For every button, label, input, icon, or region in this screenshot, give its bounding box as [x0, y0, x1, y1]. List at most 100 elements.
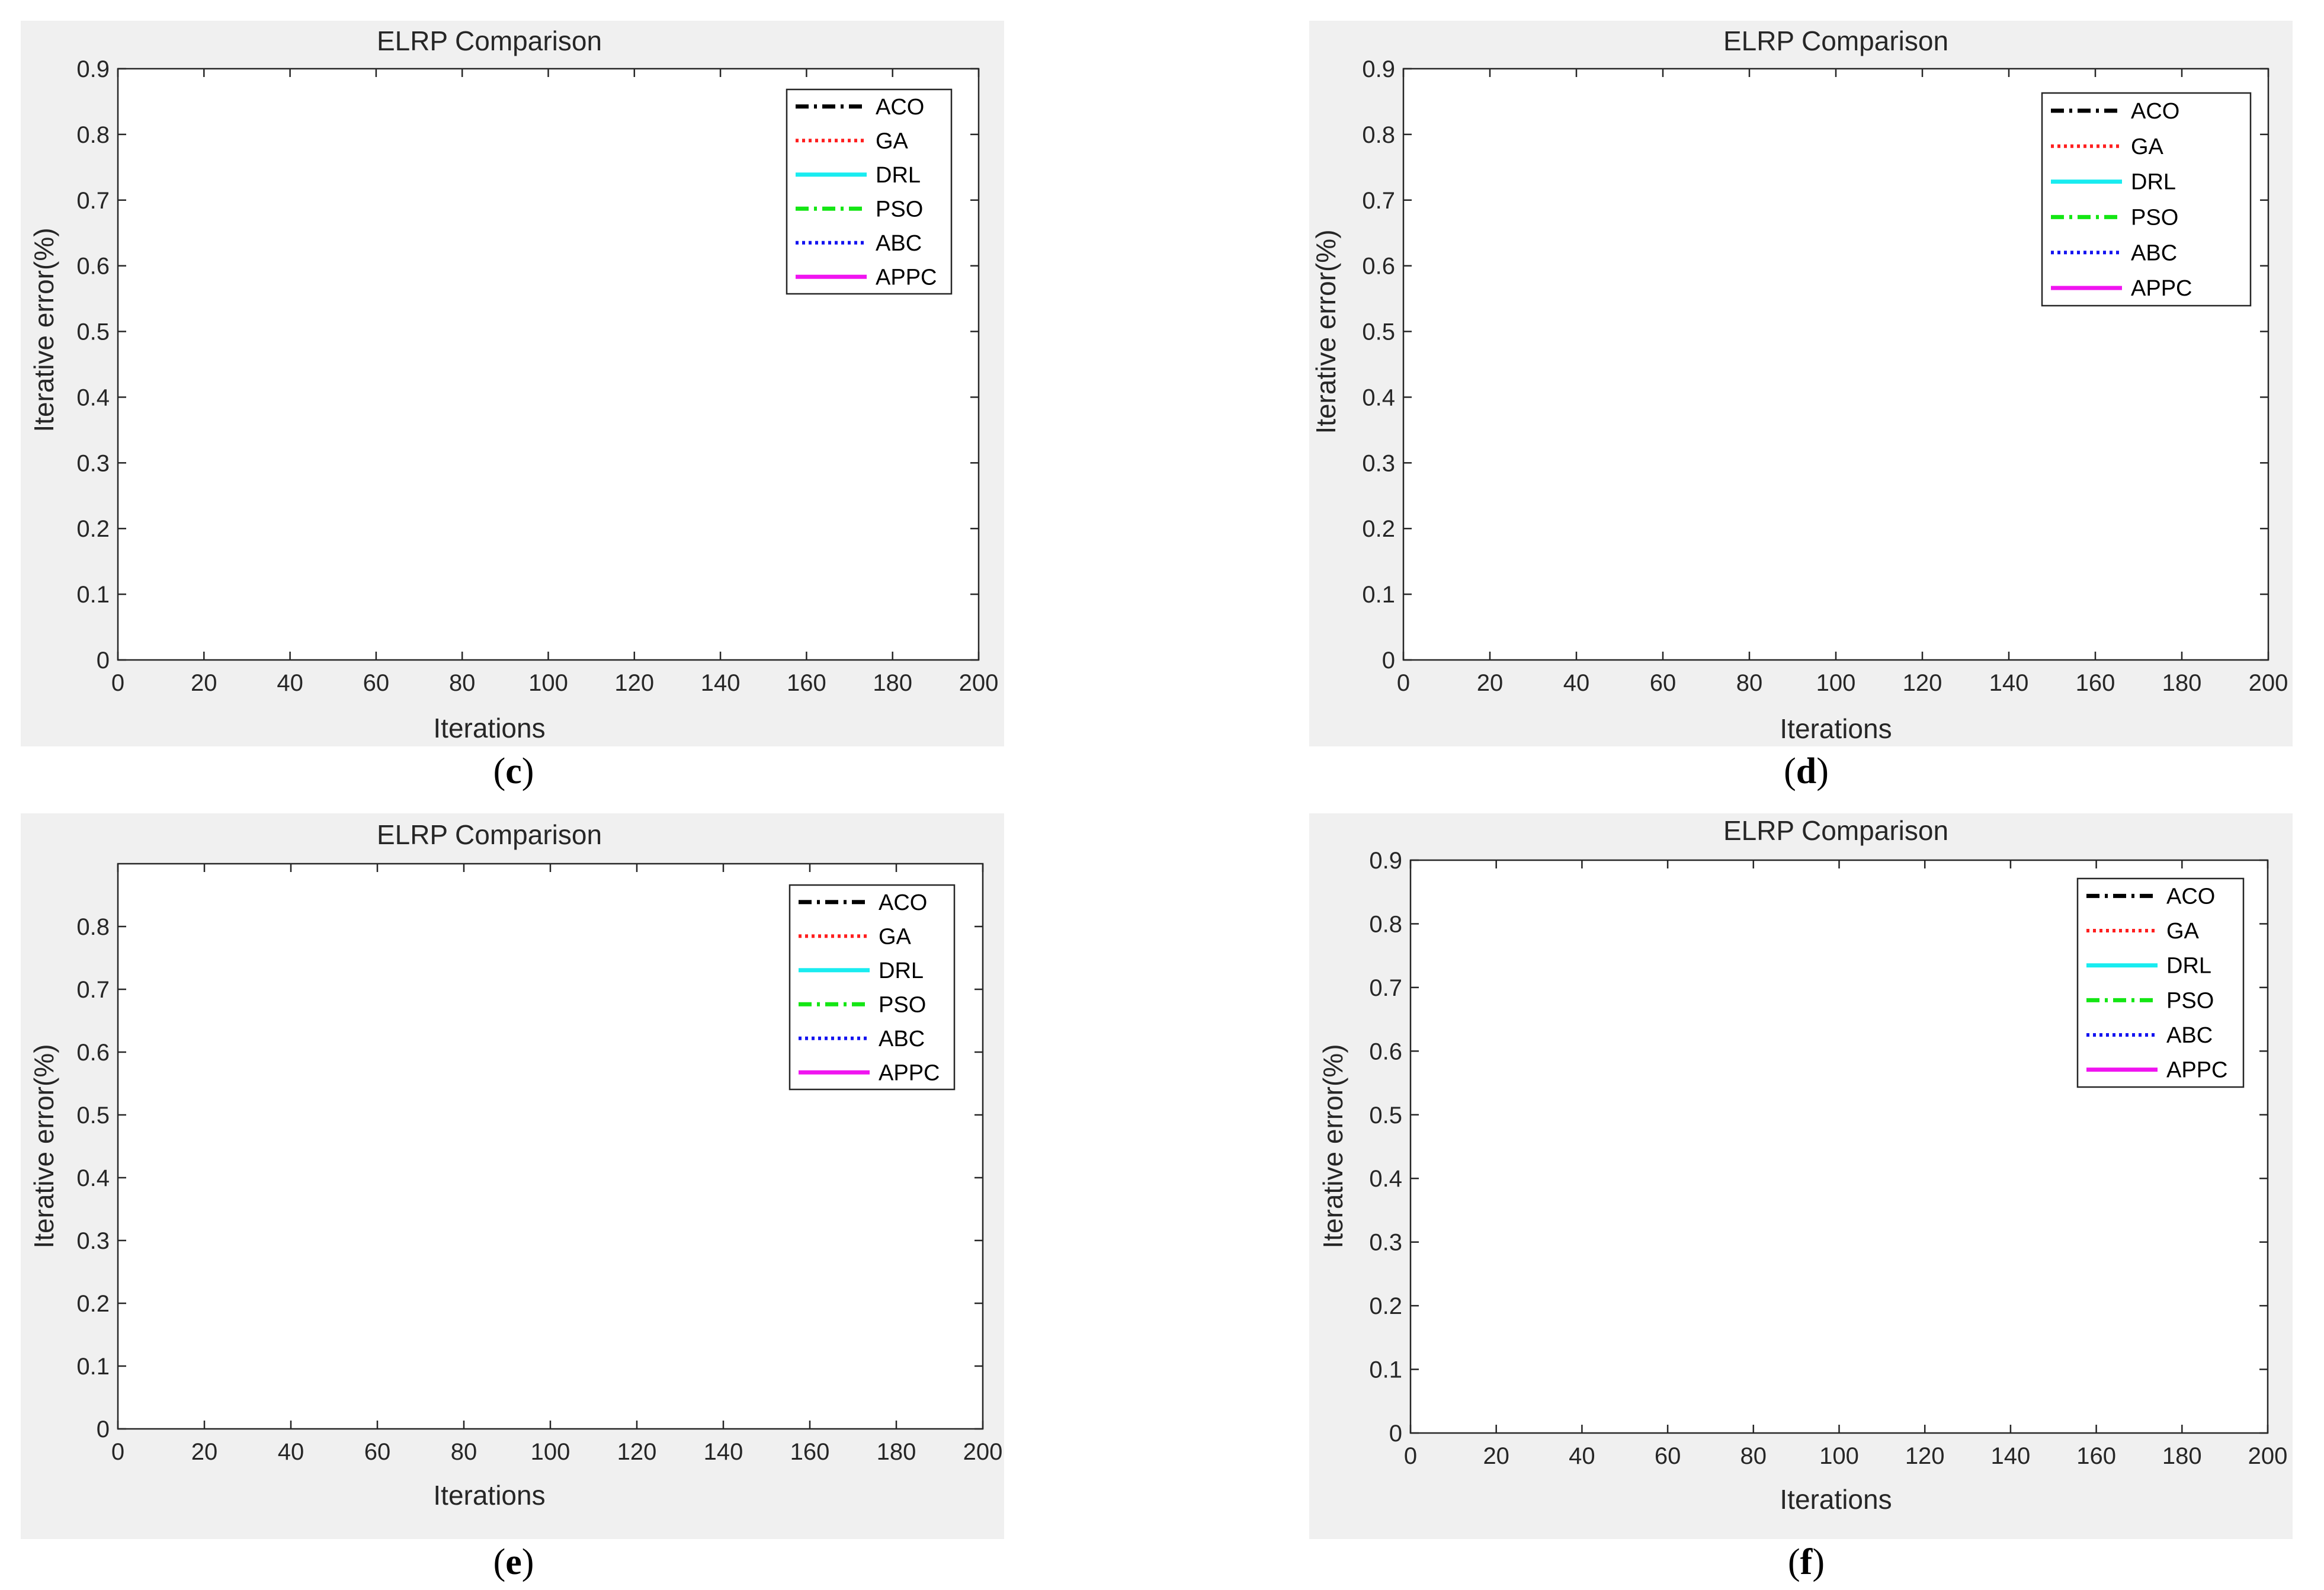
- legend-label-pso: PSO: [879, 992, 926, 1017]
- y-tick-label: 0.7: [76, 188, 110, 214]
- subfigure-letter: c: [505, 751, 522, 791]
- x-tick-label: 140: [704, 1439, 743, 1465]
- chart-panel-d: 0 20 40 60 80 100 120 140 160 180 200 0 0.1 0.2 0.3 0.4…: [1309, 21, 2293, 791]
- legend-label-aco: ACO: [2166, 884, 2215, 909]
- legend-box: [2041, 92, 2252, 307]
- legend-label-abc: ABC: [2131, 241, 2177, 265]
- legend-label-ga: GA: [879, 924, 912, 949]
- legend-label-drl: DRL: [2131, 170, 2176, 195]
- chart-title: ELRP Comparison: [1723, 25, 1948, 56]
- x-tick-label: 120: [617, 1439, 657, 1465]
- x-tick-label: 60: [1655, 1443, 1681, 1469]
- x-tick-label: 100: [531, 1439, 570, 1465]
- legend-label-abc: ABC: [876, 231, 922, 256]
- x-tick-label: 0: [111, 1439, 124, 1465]
- subfigure-paren-close: ): [1816, 751, 1829, 791]
- x-tick-label: 20: [1483, 1443, 1509, 1469]
- y-tick-label: 0.3: [76, 450, 110, 476]
- y-tick-label: 0.5: [76, 1102, 110, 1129]
- x-tick-label: 180: [873, 670, 912, 696]
- x-tick-label: 60: [364, 1439, 391, 1465]
- subfigure-paren-open: (: [493, 1542, 506, 1582]
- legend-label-aco: ACO: [876, 95, 924, 120]
- y-tick-label: 0.4: [76, 384, 110, 411]
- legend-label-aco: ACO: [2131, 99, 2179, 124]
- x-tick-label: 80: [451, 1439, 477, 1465]
- x-tick-label: 60: [1650, 670, 1677, 696]
- y-tick-label: 0.3: [76, 1228, 110, 1254]
- chart-title: ELRP Comparison: [377, 819, 602, 850]
- legend-label-appc: APPC: [2166, 1058, 2227, 1083]
- x-tick-label: 160: [790, 1439, 830, 1465]
- y-tick-label: 0.6: [1369, 1038, 1402, 1065]
- x-tick-label: 200: [2249, 670, 2288, 696]
- y-tick-label: 0.2: [76, 516, 110, 542]
- subfigure-paren-close: ): [1812, 1542, 1825, 1582]
- y-tick-label: 0.7: [1362, 188, 1395, 214]
- chart-title: ELRP Comparison: [1723, 815, 1948, 846]
- y-tick-label: 0.5: [1362, 319, 1395, 345]
- x-axis-label: Iterations: [433, 1480, 545, 1511]
- x-tick-label: 180: [877, 1439, 916, 1465]
- x-tick-label: 120: [1905, 1443, 1945, 1469]
- x-tick-label: 160: [2076, 670, 2115, 696]
- x-tick-label: 160: [787, 670, 826, 696]
- x-tick-label: 100: [1816, 670, 1856, 696]
- y-tick-label: 0.4: [1369, 1166, 1402, 1192]
- y-tick-label: 0.9: [76, 56, 110, 82]
- x-tick-label: 20: [191, 670, 217, 696]
- subfigure-letter: d: [1796, 751, 1816, 791]
- x-tick-label: 0: [1404, 1443, 1417, 1469]
- legend-label-pso: PSO: [876, 197, 923, 222]
- y-tick-label: 0: [97, 647, 110, 674]
- legend-box: [788, 884, 956, 1091]
- legend-label-appc: APPC: [2131, 276, 2192, 301]
- y-tick-label: 0.6: [76, 1040, 110, 1066]
- x-tick-label: 180: [2162, 670, 2202, 696]
- x-tick-label: 120: [1903, 670, 1942, 696]
- subfigure-label: (c): [493, 751, 534, 791]
- y-tick-label: 0.8: [76, 122, 110, 148]
- y-tick-label: 0.8: [1369, 911, 1402, 937]
- legend-label-abc: ABC: [2166, 1023, 2213, 1048]
- x-tick-label: 200: [963, 1439, 1003, 1465]
- y-tick-label: 0.1: [76, 582, 110, 608]
- subfigure-label: (f): [1788, 1542, 1825, 1582]
- legend-box: [786, 88, 953, 295]
- x-tick-label: 0: [111, 670, 124, 696]
- y-tick-label: 0.9: [1369, 848, 1402, 874]
- x-tick-label: 80: [449, 670, 476, 696]
- x-tick-label: 140: [701, 670, 741, 696]
- subfigure-paren-close: ): [522, 751, 534, 791]
- legend-label-drl: DRL: [2166, 954, 2211, 979]
- chart-panel-c: 0 20 40 60 80 100 120 140 160 180 200 0 0.1 0.2 0.3 0.4…: [21, 21, 1004, 791]
- x-tick-label: 80: [1736, 670, 1763, 696]
- subfigure-letter: e: [505, 1542, 522, 1582]
- legend-label-ga: GA: [876, 129, 909, 153]
- subfigure-label: (e): [493, 1542, 534, 1582]
- legend-box: [2076, 877, 2245, 1088]
- subfigure-letter: f: [1800, 1542, 1813, 1582]
- x-tick-label: 80: [1740, 1443, 1767, 1469]
- y-tick-label: 0: [1382, 647, 1395, 674]
- y-tick-label: 0.8: [1362, 122, 1395, 148]
- x-tick-label: 120: [614, 670, 654, 696]
- legend-label-abc: ABC: [879, 1027, 925, 1052]
- y-tick-label: 0.1: [76, 1354, 110, 1380]
- legend: ACO GA DRL PSO ABC APPC: [2076, 877, 2245, 1088]
- legend-label-aco: ACO: [879, 890, 927, 915]
- subfigure-paren-open: (: [1788, 1542, 1800, 1582]
- legend: ACO GA DRL PSO ABC APPC: [2041, 92, 2252, 307]
- x-axis-label: Iterations: [433, 713, 545, 743]
- y-tick-label: 0.2: [1362, 516, 1395, 542]
- subfigure-paren-close: ): [522, 1542, 534, 1582]
- x-axis-label: Iterations: [1780, 713, 1892, 744]
- x-tick-label: 160: [2076, 1443, 2116, 1469]
- subfigure-paren-open: (: [1784, 751, 1796, 791]
- y-axis-label: Iterative error(%): [28, 227, 59, 432]
- x-tick-label: 100: [1819, 1443, 1859, 1469]
- subfigure-paren-open: (: [493, 751, 506, 791]
- y-tick-label: 0.2: [1369, 1293, 1402, 1319]
- y-tick-label: 0.7: [76, 977, 110, 1003]
- y-tick-label: 0.8: [76, 914, 110, 940]
